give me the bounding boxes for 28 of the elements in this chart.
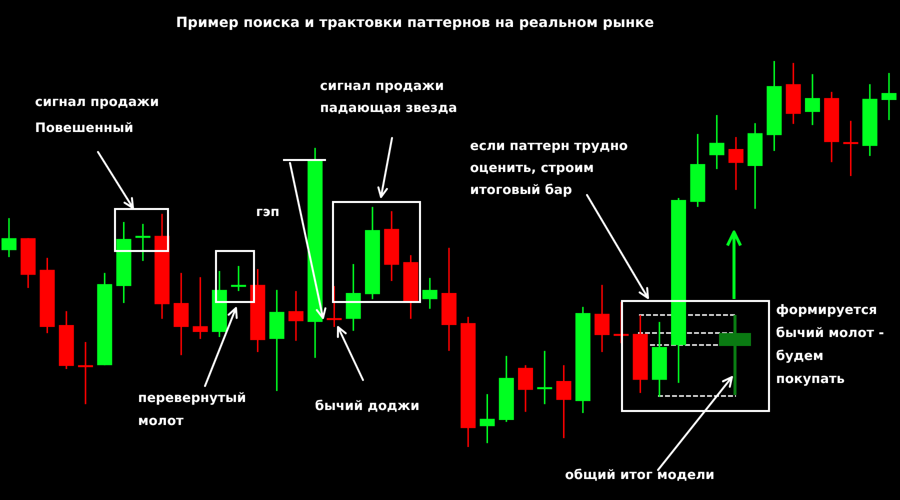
candlestick	[537, 350, 552, 405]
candlestick	[518, 364, 534, 413]
annotation: если паттерн трудно оценить, строим итоговый бар	[470, 139, 628, 198]
candlestick	[78, 341, 94, 405]
candlestick	[2, 217, 16, 258]
candlestick	[231, 265, 246, 292]
candlestick	[480, 393, 495, 444]
annotation: бычий доджи	[315, 399, 420, 414]
text: общий итог модели	[565, 468, 715, 483]
annotation: сигнал продажи Повешенный	[35, 95, 159, 136]
candlestick	[326, 285, 342, 328]
candlestick	[556, 364, 572, 439]
candlestick	[882, 72, 896, 121]
annotation: перевернутый молот	[138, 391, 246, 429]
candlestick	[843, 120, 858, 177]
candlestick	[728, 136, 744, 191]
candlestick	[422, 277, 438, 310]
candlestick	[174, 272, 189, 356]
candlestick	[288, 290, 304, 342]
candlestick	[192, 276, 208, 340]
candlestick	[135, 223, 150, 262]
candlestick	[594, 284, 610, 353]
annotation: формируется бычий молот - будем покупать	[776, 303, 884, 387]
chart-title: Пример поиска и трактовки паттернов на реальном рынке	[176, 15, 654, 31]
candlestick	[709, 114, 724, 170]
annotation: гэп	[256, 205, 280, 220]
annotation: сигнал продажи падающая звезда	[320, 79, 458, 116]
candlestick	[804, 73, 820, 126]
